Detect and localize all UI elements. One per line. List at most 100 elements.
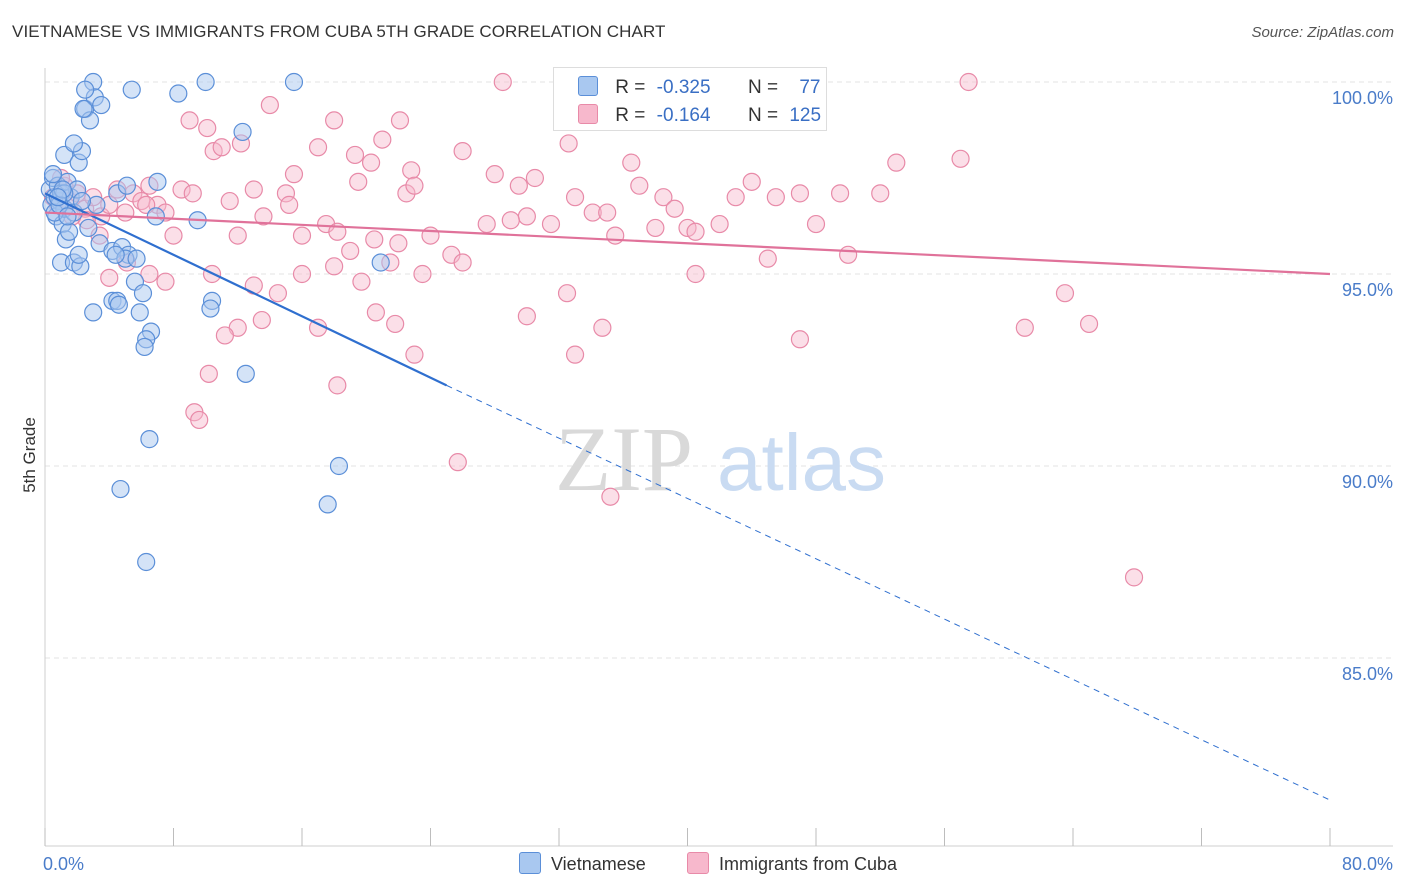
- r-value-cuba: -0.164: [656, 105, 711, 126]
- data-point-cuba: [565, 188, 585, 207]
- data-point-cuba: [284, 165, 304, 184]
- data-point-cuba: [328, 376, 347, 395]
- y-tick-label: 85.0%: [1342, 664, 1393, 684]
- data-point-cuba: [517, 307, 536, 326]
- data-point-cuba: [402, 161, 421, 180]
- data-point-vietnamese: [201, 299, 220, 318]
- data-point-cuba: [212, 138, 231, 157]
- data-point-vietnamese: [127, 249, 146, 268]
- data-point-vietnamese: [284, 72, 304, 92]
- data-point-cuba: [325, 257, 344, 276]
- data-point-cuba: [726, 188, 745, 207]
- data-point-vietnamese: [76, 80, 95, 99]
- data-point-cuba: [1124, 568, 1144, 587]
- data-point-cuba: [389, 234, 408, 253]
- data-point-vietnamese: [117, 176, 137, 195]
- data-point-cuba: [525, 168, 545, 188]
- data-point-vietnamese: [111, 479, 130, 499]
- chart-title: VIETNAMESE VS IMMIGRANTS FROM CUBA 5TH G…: [12, 22, 666, 41]
- r-value-vietnamese: -0.325: [656, 77, 711, 98]
- data-point-cuba: [341, 241, 360, 261]
- data-point-cuba: [276, 184, 296, 203]
- data-point-cuba: [244, 180, 263, 199]
- source-label: Source: ZipAtlas.com: [1251, 24, 1394, 41]
- trendline-vietnamese: [44, 192, 448, 387]
- bottom-legend-label-cuba: Immigrants from Cuba: [719, 854, 898, 874]
- trendlines: [44, 192, 1331, 801]
- data-point-cuba: [593, 318, 612, 337]
- correlation-legend: R = -0.325 N = 77 R = -0.164 N = 125: [553, 67, 827, 131]
- data-point-cuba: [565, 345, 585, 364]
- x-tick-labels: 0.0% 80.0%: [43, 854, 1393, 874]
- data-point-cuba: [220, 191, 239, 211]
- data-point-cuba: [116, 203, 135, 222]
- data-point-vietnamese: [233, 122, 252, 142]
- data-point-vietnamese: [196, 72, 215, 92]
- data-point-cuba: [292, 226, 312, 245]
- data-point-vietnamese: [130, 303, 149, 322]
- data-point-cuba: [390, 111, 410, 130]
- data-point-cuba: [215, 326, 234, 345]
- data-point-cuba: [742, 172, 761, 191]
- data-point-cuba: [349, 172, 368, 191]
- data-point-cuba: [100, 268, 119, 287]
- data-point-cuba: [951, 149, 970, 168]
- data-point-cuba: [622, 153, 641, 172]
- n-value-vietnamese: 77: [799, 77, 821, 98]
- trendline-cuba: [44, 211, 1331, 276]
- data-point-cuba: [228, 226, 247, 245]
- data-point-vietnamese: [64, 134, 84, 153]
- data-point-cuba: [493, 72, 512, 92]
- trendline-vietnamese-extension: [446, 384, 1331, 801]
- n-label: N =: [747, 77, 779, 98]
- data-point-cuba: [448, 453, 467, 472]
- data-point-cuba: [386, 314, 405, 334]
- data-point-cuba: [164, 226, 183, 245]
- data-point-vietnamese: [43, 165, 63, 184]
- data-point-vietnamese: [236, 364, 255, 383]
- bottom-legend-swatch-pink: [687, 852, 709, 874]
- data-point-cuba: [405, 345, 424, 364]
- data-point-vietnamese: [329, 456, 349, 476]
- data-point-vietnamese: [72, 191, 92, 211]
- data-point-cuba: [790, 330, 810, 349]
- data-point-cuba: [183, 184, 202, 203]
- data-point-cuba: [140, 264, 159, 284]
- data-point-vietnamese: [371, 253, 390, 272]
- data-point-cuba: [361, 153, 381, 172]
- data-point-cuba: [180, 111, 199, 130]
- data-point-cuba: [766, 188, 785, 207]
- data-point-cuba: [1055, 284, 1075, 303]
- data-point-cuba: [686, 264, 705, 284]
- data-point-cuba: [686, 222, 705, 241]
- data-point-cuba: [959, 72, 978, 92]
- data-point-cuba: [606, 226, 625, 245]
- data-point-cuba: [413, 264, 432, 284]
- data-point-cuba: [198, 118, 217, 138]
- data-point-cuba: [308, 138, 328, 157]
- data-point-cuba: [373, 130, 392, 149]
- y-tick-label: 100.0%: [1332, 88, 1393, 108]
- data-point-cuba: [630, 176, 649, 195]
- bottom-legend-swatch-blue: [519, 852, 541, 874]
- n-label: N =: [747, 105, 779, 126]
- watermark-atlas: atlas: [717, 418, 886, 507]
- r-label: R =: [615, 105, 646, 126]
- data-point-vietnamese: [146, 207, 165, 226]
- series-immigrants-from-cuba: [43, 72, 1144, 587]
- data-point-cuba: [871, 184, 890, 203]
- data-point-cuba: [517, 207, 536, 226]
- data-point-vietnamese: [140, 430, 159, 449]
- y-tick-label: 95.0%: [1342, 280, 1393, 300]
- legend-swatch-blue: [578, 76, 598, 96]
- data-point-cuba: [365, 230, 384, 249]
- data-point-cuba: [366, 303, 385, 322]
- data-point-vietnamese: [148, 172, 167, 191]
- data-point-cuba: [541, 214, 561, 234]
- data-point-cuba: [405, 176, 424, 195]
- x-tick-label: 0.0%: [43, 854, 84, 874]
- data-point-vietnamese: [92, 95, 111, 115]
- x-tick-label: 80.0%: [1342, 854, 1393, 874]
- data-point-vietnamese: [135, 337, 154, 357]
- data-point-vietnamese: [58, 207, 77, 226]
